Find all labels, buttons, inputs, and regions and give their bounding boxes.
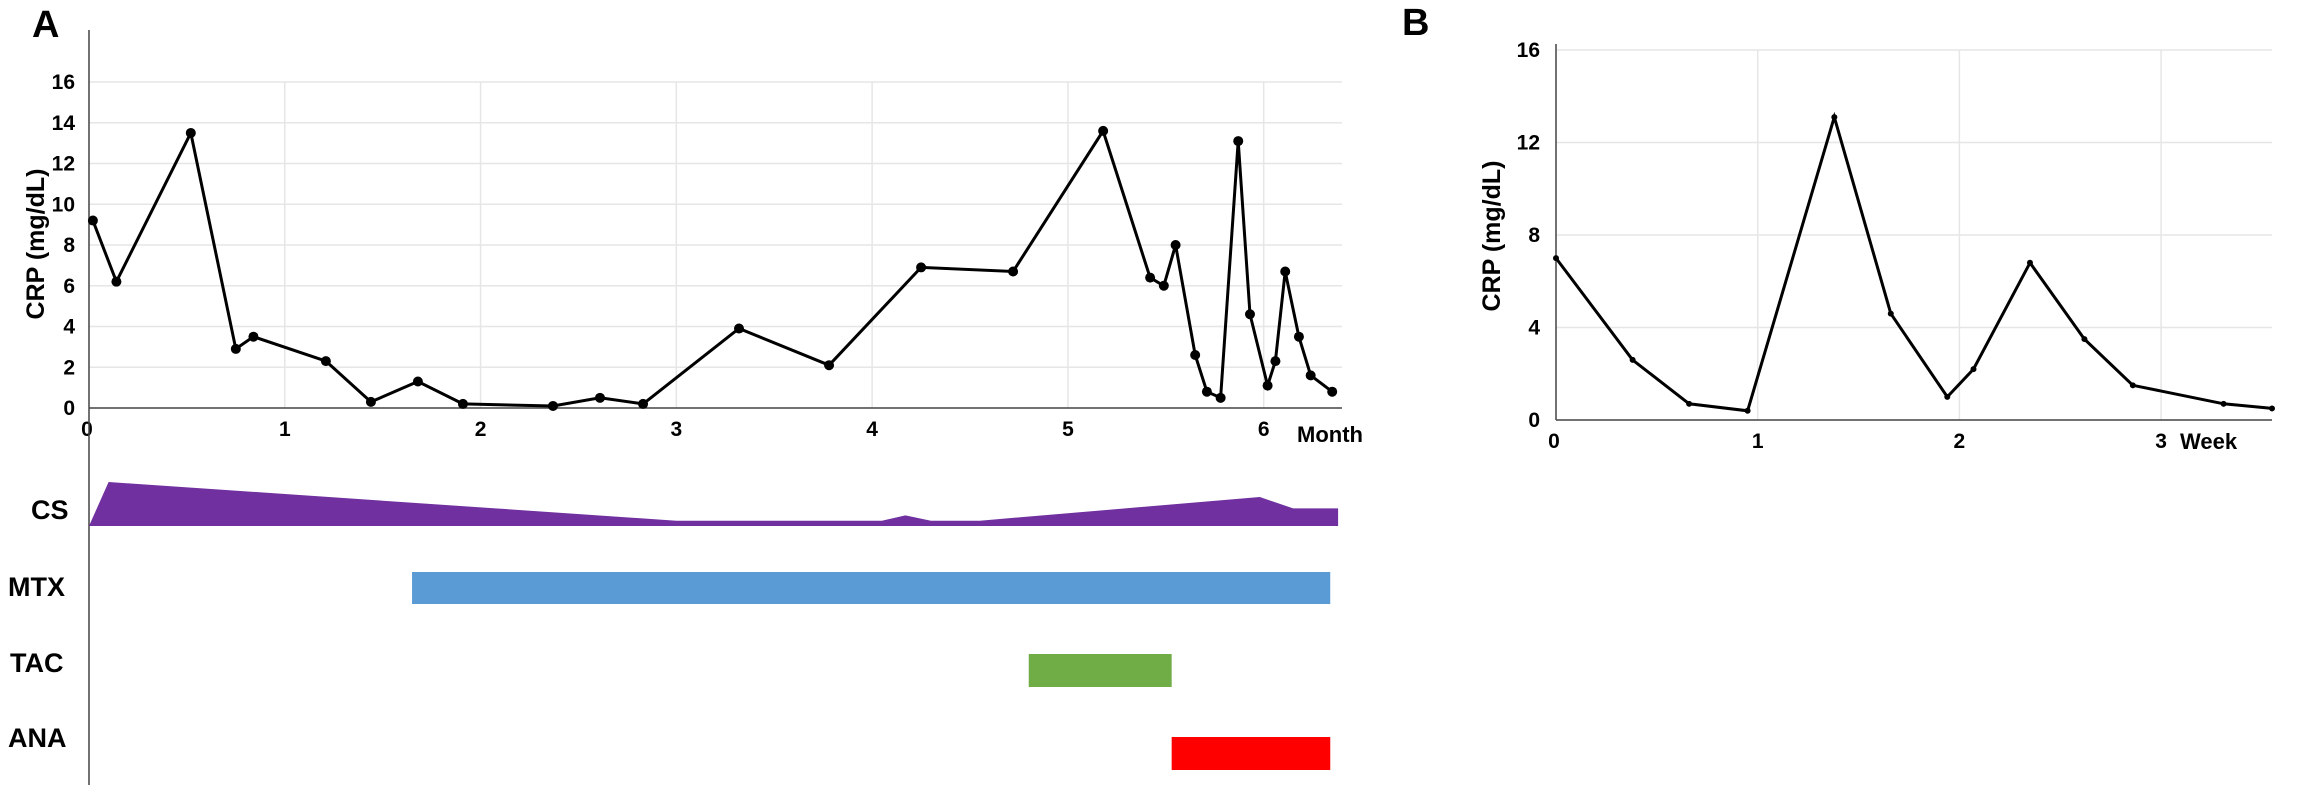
panel-a-data-point <box>1215 392 1226 403</box>
panel-a-data-point <box>1201 386 1212 397</box>
panel-a-y-axis-label: CRP (mg/dL) <box>22 169 50 320</box>
panel-a-data-point <box>733 323 744 334</box>
panel-b-data-point <box>1944 393 1951 400</box>
panel-a-y-tick-label: 16 <box>52 71 75 94</box>
panel-a-crp-series <box>87 125 1338 411</box>
panel-b-data-point <box>2220 400 2227 407</box>
panel-a-data-point <box>248 331 259 342</box>
track-label-mtx: MTX <box>8 572 65 602</box>
panel-b-data-point <box>1887 310 1894 317</box>
panel-b-y-tick-label: 8 <box>1528 224 1540 247</box>
panel-a-x-tick-label: 1 <box>279 418 291 441</box>
panel-a-y-tick-label: 6 <box>63 275 75 298</box>
panel-a-data-point <box>1262 380 1273 391</box>
panel-b-data-point <box>2081 336 2088 343</box>
panel-a-y-tick-label: 14 <box>52 112 76 135</box>
treatment-tracks: CS MTX TAC ANA <box>8 482 1339 770</box>
panel-a-x-axis-unit: Month <box>1297 422 1363 447</box>
panel-b-x-axis-unit: Week <box>2180 429 2238 454</box>
panel-b-data-point <box>1744 407 1751 414</box>
panel-a-y-tick-label: 0 <box>63 397 75 420</box>
panel-a-data-point <box>1170 240 1181 250</box>
cs-dose-area <box>89 482 1339 526</box>
panel-b-data-point <box>1553 255 1559 262</box>
panel-a-data-point <box>87 215 98 226</box>
panel-b-data-point <box>2269 405 2275 412</box>
panel-a-data-point <box>1244 309 1255 320</box>
mtx-treatment-bar <box>412 572 1331 604</box>
panel-a-data-point <box>1280 266 1291 277</box>
panel-a-data-point <box>1190 350 1201 361</box>
panel-a-x-tick-label: 3 <box>671 418 683 441</box>
panel-b-x-tick-label: 2 <box>1954 430 1966 453</box>
panel-a-y-tick-label: 4 <box>63 316 75 339</box>
panel-a-gridlines <box>89 81 1342 408</box>
panel-b-y-axis-label: CRP (mg/dL) <box>1478 161 1506 312</box>
panel-a-data-point <box>594 392 605 403</box>
track-label-cs: CS <box>31 495 69 525</box>
treatment-track-shapes <box>89 482 1339 770</box>
panel-b-x-tick-label: 3 <box>2155 430 2167 453</box>
panel-a-data-point <box>1158 280 1169 291</box>
panel-a-series-line <box>91 127 1334 408</box>
panel-b-data-point <box>1686 400 1693 407</box>
panel-b-y-tick-label: 4 <box>1528 317 1540 340</box>
panel-a-x-tick-label: 2 <box>475 418 487 441</box>
panel-a-data-point <box>1270 356 1281 367</box>
panel-a-data-point <box>111 276 122 287</box>
panel-a-data-point <box>916 262 927 273</box>
panel-b-y-tick-label: 0 <box>1528 409 1540 432</box>
panel-b-data-point <box>2026 259 2033 266</box>
panel-a-data-point <box>1305 370 1316 381</box>
panel-b-letter: B <box>1402 2 1429 44</box>
panel-a-data-point <box>1145 272 1156 283</box>
track-label-ana: ANA <box>8 723 67 753</box>
panel-a-x-tick-label: 5 <box>1062 418 1074 441</box>
panel-b-y-tick-label: 12 <box>1517 132 1540 155</box>
panel-a-data-point <box>638 398 649 409</box>
panel-a-data-point <box>412 376 423 387</box>
panel-b-data-point <box>1970 366 1977 373</box>
ana-treatment-bar <box>1171 737 1331 770</box>
panel-a-data-point <box>1233 136 1244 147</box>
panel-a-data-point <box>365 396 376 407</box>
panel-a-x-tick-label: 6 <box>1258 418 1270 441</box>
panel-a-x-tick-label: 4 <box>866 418 878 441</box>
panel-a-data-point <box>824 360 835 371</box>
track-label-tac: TAC <box>10 648 64 678</box>
panel-a-data-point <box>1293 331 1304 342</box>
panel-a-data-point <box>1008 266 1019 277</box>
panel-a-data-point <box>1098 125 1109 136</box>
panel-b-data-point <box>1629 356 1636 363</box>
panel-a-data-point <box>1327 386 1338 397</box>
panel-a-data-point <box>185 127 196 138</box>
panel-a-data-point <box>230 343 241 354</box>
panel-a-letter: A <box>32 4 59 46</box>
panel-b-x-tick-label: 1 <box>1752 430 1764 453</box>
panel-b-gridlines <box>1556 49 2272 420</box>
panel-a-y-tick-label: 2 <box>63 356 75 379</box>
panel-a-data-point <box>548 400 559 411</box>
tac-treatment-bar <box>1028 654 1172 687</box>
panel-a-y-tick-label: 8 <box>63 234 75 257</box>
panel-a-x-tick-label: 0 <box>81 418 93 441</box>
panel-b-data-point <box>1831 114 1838 121</box>
panel-b-y-tick-label: 16 <box>1517 39 1540 62</box>
panel-a-data-point <box>457 398 468 409</box>
panel-b-series-line <box>1554 111 2273 413</box>
panel-a-y-tick-label: 10 <box>52 193 75 216</box>
panel-b-crp-series <box>1553 111 2275 414</box>
panel-a-y-tick-label: 12 <box>52 153 75 176</box>
panel-b-data-point <box>2129 382 2136 389</box>
panel-a-data-point <box>320 356 331 367</box>
panel-b-x-tick-label: 0 <box>1548 430 1560 453</box>
